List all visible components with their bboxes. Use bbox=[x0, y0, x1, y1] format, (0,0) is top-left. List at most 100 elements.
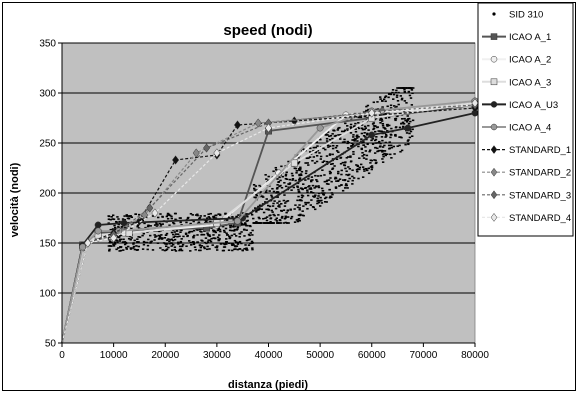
series-marker bbox=[203, 143, 211, 153]
scatter-point bbox=[396, 145, 399, 147]
scatter-point bbox=[384, 154, 387, 157]
scatter-point bbox=[379, 130, 382, 132]
scatter-point bbox=[214, 246, 217, 249]
scatter-point bbox=[158, 230, 161, 233]
scatter-point bbox=[330, 180, 333, 183]
scatter-point bbox=[312, 149, 315, 152]
scatter-point bbox=[338, 126, 341, 129]
scatter-point bbox=[117, 223, 120, 226]
scatter-point bbox=[117, 236, 120, 239]
scatter-point bbox=[194, 248, 197, 251]
scatter-point bbox=[116, 241, 119, 244]
scatter-point bbox=[387, 96, 390, 99]
y-tick-label: 100 bbox=[39, 289, 56, 300]
scatter-point bbox=[286, 209, 290, 212]
scatter-point bbox=[132, 247, 135, 249]
scatter-point bbox=[264, 217, 267, 219]
scatter-point bbox=[373, 152, 377, 154]
series-line bbox=[61, 112, 476, 344]
scatter-point bbox=[380, 136, 384, 138]
scatter-point bbox=[173, 248, 177, 251]
scatter-point bbox=[169, 214, 172, 217]
scatter-point bbox=[367, 172, 371, 175]
scatter-point bbox=[228, 236, 232, 239]
scatter-point bbox=[331, 162, 334, 165]
scatter-point bbox=[132, 245, 136, 248]
scatter-point bbox=[212, 216, 216, 219]
scatter-point bbox=[292, 186, 295, 189]
scatter-point bbox=[191, 241, 195, 243]
scatter-point bbox=[299, 213, 302, 216]
scatter-point bbox=[288, 182, 292, 184]
scatter-point bbox=[270, 194, 273, 197]
scatter-point bbox=[274, 218, 277, 221]
scatter-point bbox=[343, 141, 346, 143]
scatter-point bbox=[246, 224, 249, 227]
scatter-point bbox=[142, 240, 146, 243]
scatter-point bbox=[297, 188, 300, 191]
scatter-point bbox=[125, 215, 129, 217]
scatter-point bbox=[224, 241, 228, 243]
scatter-point bbox=[222, 242, 225, 245]
scatter-point bbox=[287, 222, 290, 224]
scatter-point bbox=[400, 118, 404, 120]
scatter-point bbox=[202, 246, 206, 248]
scatter-point bbox=[322, 147, 325, 150]
scatter-point bbox=[199, 215, 202, 217]
legend-item: STANDARD_3 bbox=[482, 190, 571, 201]
scatter-point bbox=[228, 229, 232, 232]
scatter-point bbox=[272, 213, 275, 216]
scatter-point bbox=[224, 212, 227, 215]
scatter-point bbox=[243, 235, 246, 237]
scatter-point bbox=[297, 161, 301, 163]
series-marker bbox=[316, 124, 324, 132]
scatter-point bbox=[107, 215, 111, 218]
scatter-point bbox=[352, 134, 355, 136]
scatter-point bbox=[347, 174, 350, 177]
legend-item: ICAO A_U3 bbox=[482, 100, 558, 111]
scatter-point bbox=[342, 130, 346, 133]
scatter-point bbox=[298, 204, 301, 206]
scatter-point bbox=[346, 142, 349, 145]
scatter-point bbox=[182, 235, 185, 238]
scatter-point bbox=[370, 139, 373, 142]
scatter-point bbox=[214, 237, 217, 240]
scatter-point bbox=[235, 215, 238, 218]
scatter-point bbox=[364, 150, 368, 152]
scatter-point bbox=[159, 213, 162, 215]
scatter-point bbox=[403, 100, 407, 102]
scatter-point bbox=[352, 153, 355, 155]
scatter-point bbox=[384, 112, 387, 115]
scatter-point bbox=[174, 218, 177, 221]
scatter-point bbox=[214, 217, 218, 219]
scatter-point bbox=[118, 240, 121, 242]
scatter-point bbox=[262, 211, 266, 214]
scatter-point bbox=[355, 168, 359, 171]
scatter-point bbox=[298, 219, 301, 222]
scatter-point bbox=[140, 218, 144, 221]
scatter-point bbox=[196, 214, 199, 217]
scatter-point bbox=[331, 147, 335, 150]
scatter-point bbox=[380, 120, 384, 122]
scatter-point bbox=[317, 195, 320, 197]
scatter-point bbox=[355, 135, 358, 138]
scatter-point bbox=[361, 151, 364, 154]
scatter-point bbox=[155, 223, 158, 225]
scatter-point bbox=[279, 222, 283, 224]
scatter-point bbox=[384, 153, 388, 155]
scatter-point bbox=[283, 181, 286, 184]
scatter-point bbox=[290, 189, 293, 191]
scatter-point bbox=[365, 154, 369, 157]
scatter-point bbox=[231, 249, 234, 252]
scatter-point bbox=[272, 170, 275, 173]
scatter-point bbox=[316, 175, 320, 177]
scatter-point bbox=[268, 190, 271, 192]
scatter-point bbox=[365, 169, 369, 172]
scatter-point bbox=[143, 241, 147, 244]
scatter-point bbox=[296, 218, 300, 221]
scatter-point bbox=[323, 180, 326, 183]
scatter-point bbox=[312, 192, 315, 194]
scatter-point bbox=[321, 187, 324, 190]
scatter-point bbox=[133, 239, 136, 242]
scatter-point bbox=[307, 157, 310, 159]
